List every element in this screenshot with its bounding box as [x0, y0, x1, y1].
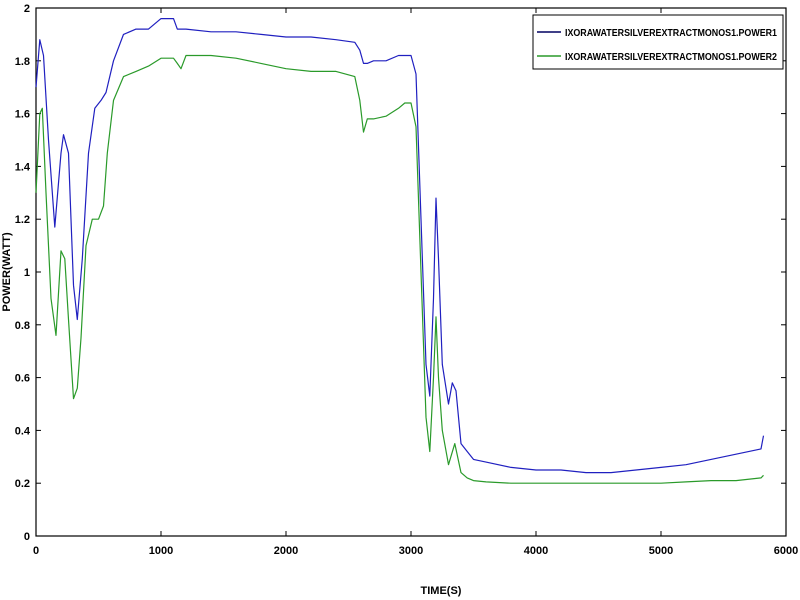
y-tick-label: 0.4: [15, 425, 31, 437]
y-tick-label: 1.4: [15, 161, 31, 173]
x-tick-label: 4000: [524, 545, 548, 557]
y-tick-label: 1.8: [15, 56, 30, 68]
x-tick-label: 3000: [399, 545, 423, 557]
legend-label-power1: IXORAWATERSILVEREXTRACTMONOS1.POWER1: [565, 28, 777, 39]
x-axis-tick-labels: 0 1000 2000 3000 4000 5000 6000: [33, 545, 798, 557]
series-lines: [35, 18, 765, 484]
y-tick-label: 0: [24, 531, 30, 543]
y-axis-tick-labels: 0 0.2 0.4 0.6 0.8 1 1.2 1.4 1.6 1.8 2: [15, 3, 31, 543]
legend-box: [532, 14, 784, 70]
x-tick-label: 6000: [774, 545, 798, 557]
legend: IXORAWATERSILVEREXTRACTMONOS1.POWER1 IXO…: [532, 14, 784, 70]
y-tick-label: 0.2: [15, 478, 30, 490]
series-line-power1: [35, 18, 765, 474]
y-tick-label: 1.6: [15, 109, 30, 121]
x-tick-label: 1000: [149, 545, 173, 557]
x-tick-label: 5000: [649, 545, 673, 557]
x-tick-label: 0: [33, 545, 39, 557]
y-axis-label: POWER(WATT): [1, 232, 13, 312]
tick-marks: [35, 7, 787, 537]
y-tick-label: 1.2: [15, 214, 30, 226]
y-tick-label: 1: [24, 267, 30, 279]
y-tick-label: 2: [24, 3, 30, 15]
y-tick-label: 0.8: [15, 320, 30, 332]
series-line-power2: [35, 54, 764, 484]
x-axis-label: TIME(S): [421, 585, 462, 597]
y-tick-label: 0.6: [15, 373, 30, 385]
x-tick-label: 2000: [274, 545, 298, 557]
plot-area: [35, 7, 787, 537]
legend-label-power2: IXORAWATERSILVEREXTRACTMONOS1.POWER2: [565, 52, 777, 63]
